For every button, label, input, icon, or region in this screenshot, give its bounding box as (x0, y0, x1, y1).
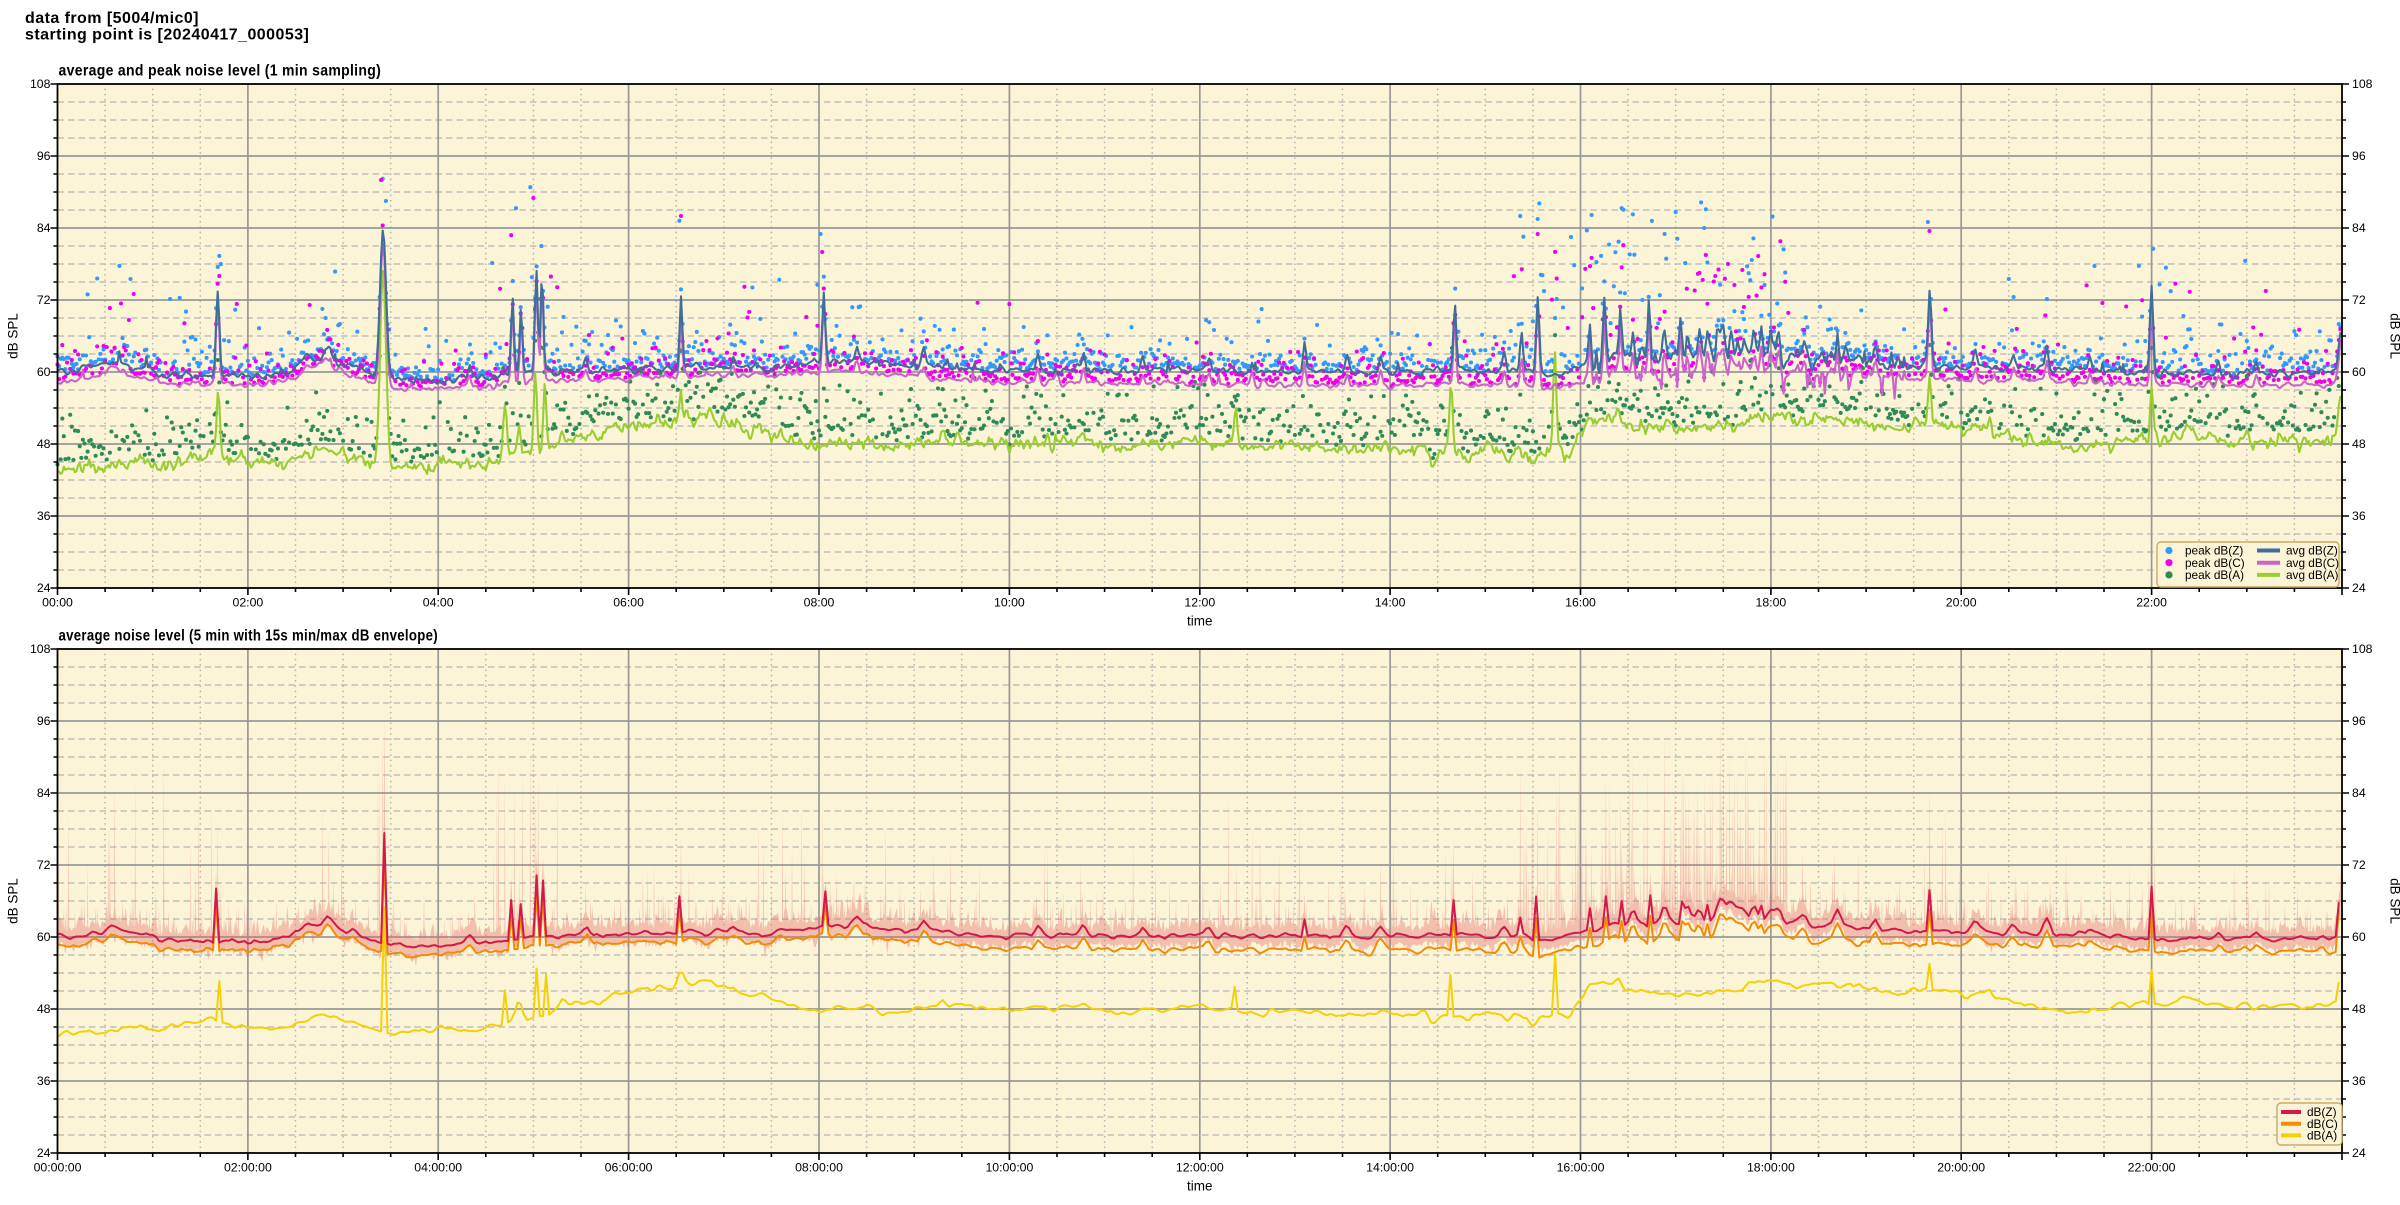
svg-text:time: time (1187, 1179, 1213, 1194)
svg-text:60: 60 (2352, 930, 2366, 944)
svg-text:average noise level (5 min wit: average noise level (5 min with 15s min/… (59, 628, 438, 645)
svg-text:48: 48 (2352, 437, 2366, 451)
svg-text:04:00: 04:00 (423, 596, 454, 610)
svg-text:16:00: 16:00 (1565, 596, 1596, 610)
svg-text:06:00:00: 06:00:00 (605, 1161, 653, 1175)
svg-text:96: 96 (37, 149, 51, 163)
svg-text:60: 60 (2352, 365, 2366, 379)
svg-text:04:00:00: 04:00:00 (414, 1161, 462, 1175)
svg-text:48: 48 (37, 1002, 51, 1016)
svg-text:60: 60 (37, 365, 51, 379)
svg-text:00:00:00: 00:00:00 (34, 1161, 82, 1175)
svg-text:96: 96 (2352, 149, 2366, 163)
svg-text:24: 24 (2352, 581, 2366, 595)
svg-text:72: 72 (2352, 858, 2366, 872)
svg-text:36: 36 (2352, 1074, 2366, 1088)
svg-text:00:00: 00:00 (42, 596, 73, 610)
svg-text:108: 108 (30, 77, 51, 91)
svg-text:starting point is [20240417_00: starting point is [20240417_000053] (25, 27, 309, 44)
svg-text:108: 108 (30, 642, 51, 656)
svg-text:06:00: 06:00 (613, 596, 644, 610)
svg-text:36: 36 (37, 1074, 51, 1088)
svg-text:02:00:00: 02:00:00 (224, 1161, 272, 1175)
svg-text:18:00:00: 18:00:00 (1747, 1161, 1795, 1175)
svg-text:72: 72 (37, 293, 51, 307)
svg-text:average and peak noise level (: average and peak noise level (1 min samp… (59, 63, 382, 80)
svg-text:36: 36 (2352, 509, 2366, 523)
svg-text:60: 60 (37, 930, 51, 944)
svg-text:dB SPL: dB SPL (2388, 313, 2400, 359)
svg-text:22:00:00: 22:00:00 (2128, 1161, 2176, 1175)
svg-text:22:00: 22:00 (2136, 596, 2167, 610)
svg-text:16:00:00: 16:00:00 (1557, 1161, 1605, 1175)
svg-text:dB SPL: dB SPL (2388, 878, 2400, 924)
svg-text:108: 108 (2352, 642, 2373, 656)
svg-text:96: 96 (37, 714, 51, 728)
svg-text:02:00: 02:00 (233, 596, 264, 610)
svg-text:08:00: 08:00 (804, 596, 835, 610)
svg-text:10:00: 10:00 (994, 596, 1025, 610)
svg-text:time: time (1187, 614, 1213, 629)
svg-text:48: 48 (2352, 1002, 2366, 1016)
svg-text:96: 96 (2352, 714, 2366, 728)
svg-text:data from [5004/mic0]: data from [5004/mic0] (25, 10, 199, 27)
svg-text:84: 84 (37, 786, 51, 800)
svg-text:24: 24 (2352, 1146, 2366, 1160)
svg-text:72: 72 (37, 858, 51, 872)
svg-text:12:00:00: 12:00:00 (1176, 1161, 1224, 1175)
svg-text:avg dB(A): avg dB(A) (2286, 568, 2339, 582)
svg-text:dB SPL: dB SPL (6, 313, 21, 359)
svg-text:72: 72 (2352, 293, 2366, 307)
svg-text:36: 36 (37, 509, 51, 523)
svg-text:dB(A): dB(A) (2307, 1129, 2337, 1143)
svg-text:dB SPL: dB SPL (6, 878, 21, 924)
svg-text:84: 84 (2352, 786, 2366, 800)
svg-text:14:00:00: 14:00:00 (1366, 1161, 1414, 1175)
svg-text:84: 84 (2352, 221, 2366, 235)
svg-text:24: 24 (37, 581, 51, 595)
svg-text:18:00: 18:00 (1756, 596, 1787, 610)
svg-text:24: 24 (37, 1146, 51, 1160)
svg-text:84: 84 (37, 221, 51, 235)
svg-text:20:00:00: 20:00:00 (1937, 1161, 1985, 1175)
svg-text:12:00: 12:00 (1184, 596, 1215, 610)
svg-text:peak dB(A): peak dB(A) (2185, 568, 2244, 582)
svg-text:14:00: 14:00 (1375, 596, 1406, 610)
svg-text:48: 48 (37, 437, 51, 451)
svg-text:08:00:00: 08:00:00 (795, 1161, 843, 1175)
svg-text:10:00:00: 10:00:00 (985, 1161, 1033, 1175)
svg-text:108: 108 (2352, 77, 2373, 91)
svg-text:20:00: 20:00 (1946, 596, 1977, 610)
